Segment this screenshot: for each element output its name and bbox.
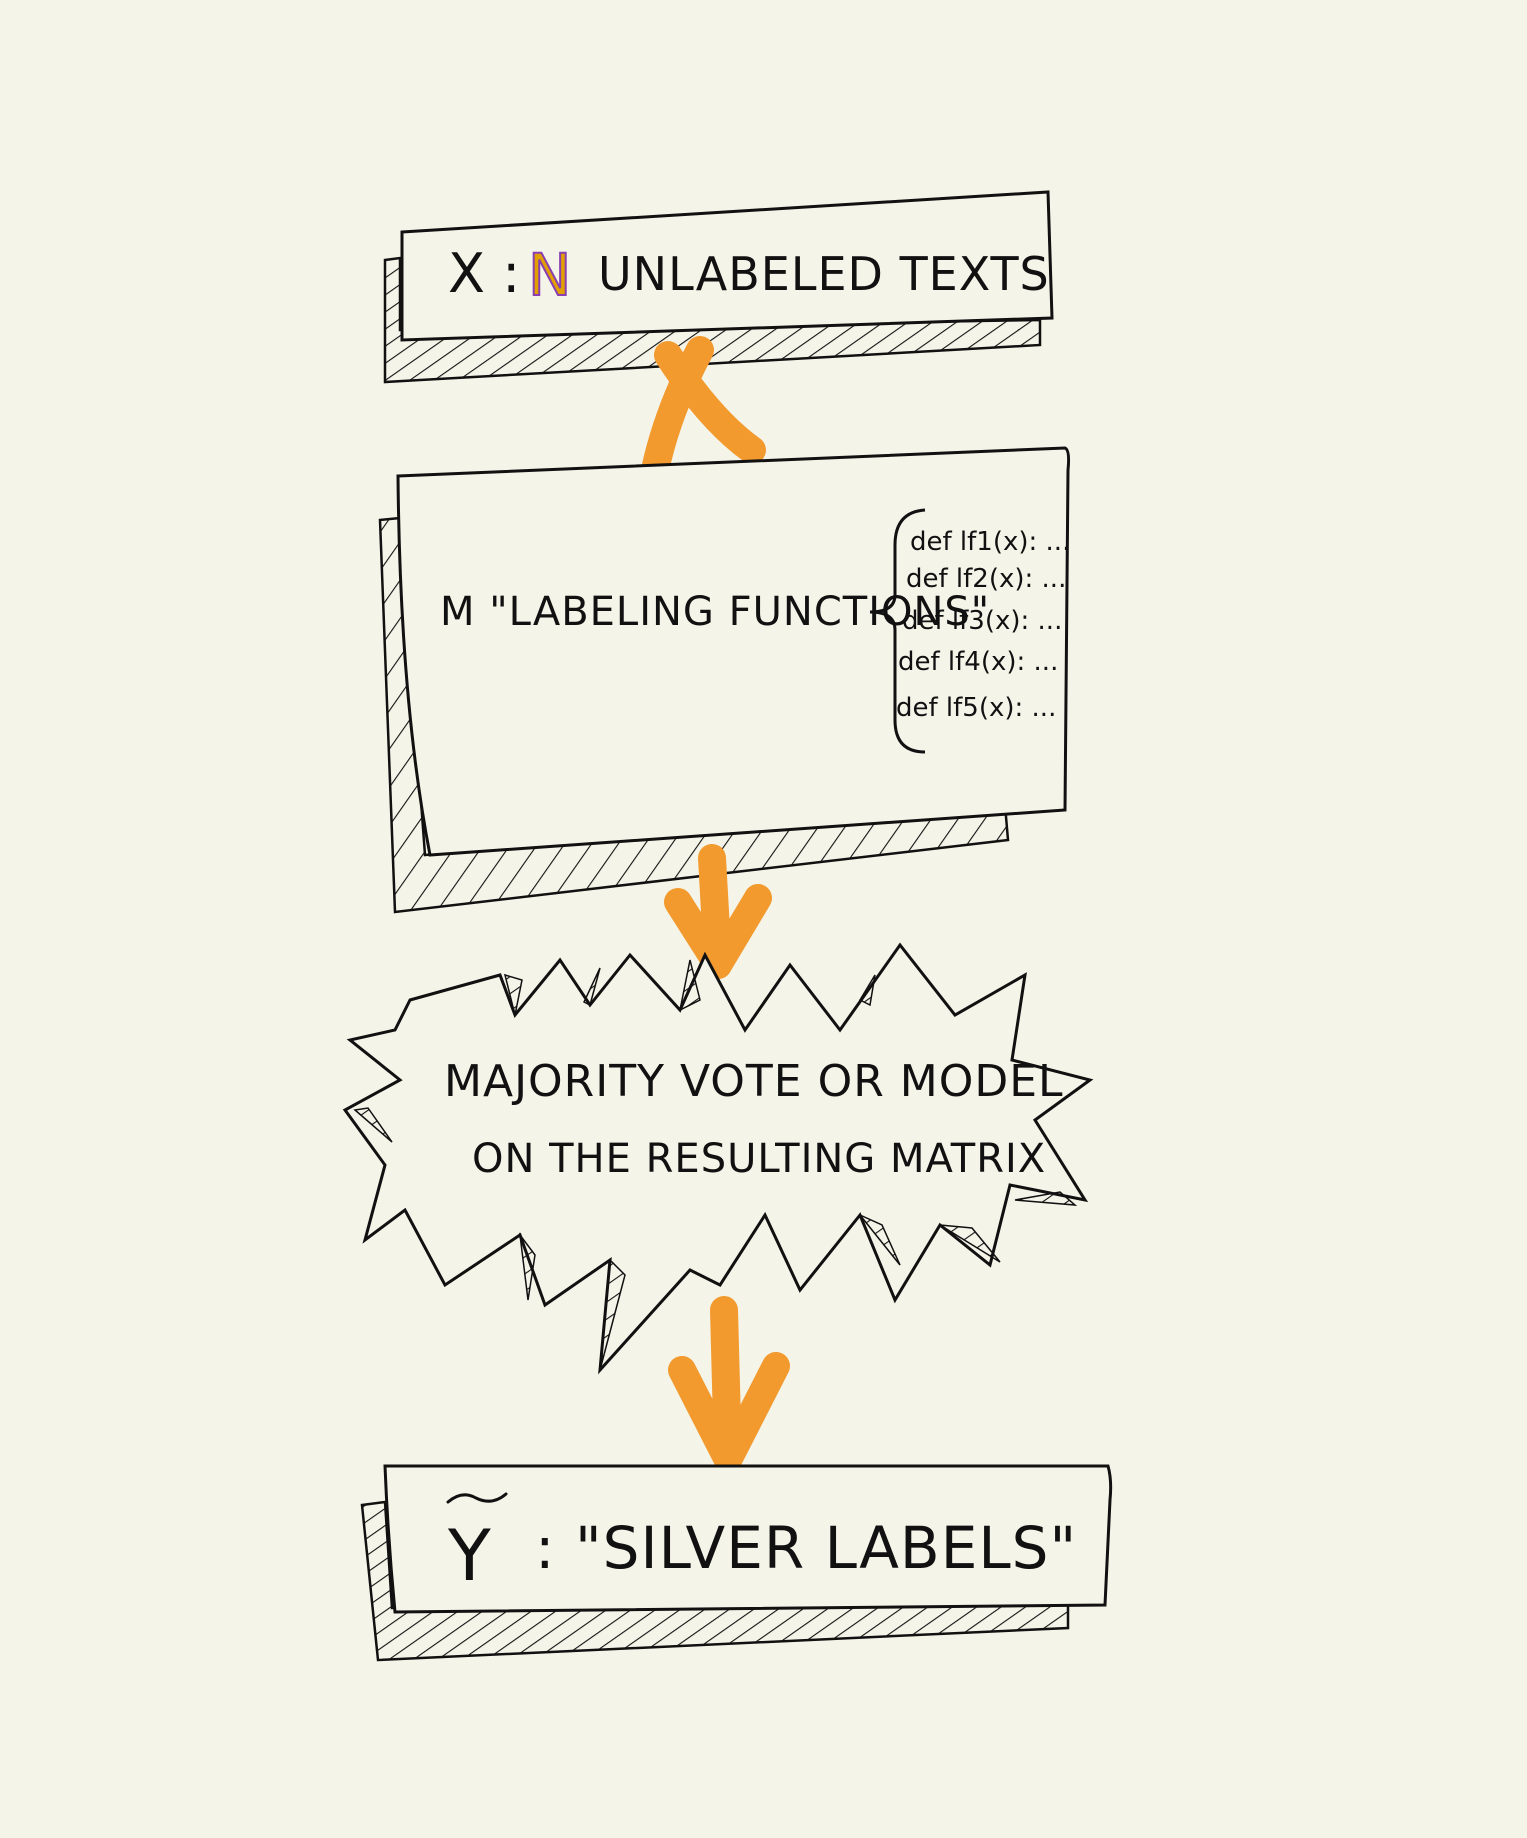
function-lf5: def lf5(x): ...	[896, 693, 1056, 723]
silver-labels-label: : "SILVER LABELS"	[535, 1514, 1077, 1582]
majority-vote-burst: MAJORITY VOTE OR MODEL ON THE RESULTING …	[342, 942, 1094, 1375]
function-lf1: def lf1(x): ...	[910, 527, 1070, 557]
y-tilde-symbol: Y	[447, 1515, 491, 1597]
labeling-functions-label: M "LABELING FUNCTIONS"	[440, 589, 990, 635]
x-variable-label: X :	[448, 242, 520, 305]
n-count-symbol: N	[528, 241, 571, 309]
box-frame	[400, 190, 1054, 342]
burst-text-line2: ON THE RESULTING MATRIX	[472, 1136, 1046, 1182]
down-arrow-icon	[664, 844, 772, 979]
box-frame	[396, 446, 1071, 857]
multiply-x-icon	[641, 336, 766, 484]
function-lf4: def lf4(x): ...	[898, 647, 1058, 677]
function-lf2: def lf2(x): ...	[906, 564, 1066, 594]
labeling-functions-box: M "LABELING FUNCTIONS" def lf1(x): ... d…	[378, 446, 1071, 914]
burst-text-line1: MAJORITY VOTE OR MODEL	[444, 1056, 1064, 1107]
curly-brace	[869, 508, 926, 754]
silver-labels-box: Y : "SILVER LABELS"	[360, 1464, 1113, 1662]
box-frame	[383, 1464, 1113, 1614]
unlabeled-texts-box: X : N UNLABELED TEXTS	[383, 190, 1054, 384]
unlabeled-texts-label: UNLABELED TEXTS	[598, 247, 1050, 301]
down-arrow-icon	[668, 1296, 790, 1474]
tilde-mark	[446, 1492, 508, 1504]
function-lf3: def lf3(x): ...	[902, 606, 1062, 636]
box-shadow-hatch	[383, 256, 1042, 384]
